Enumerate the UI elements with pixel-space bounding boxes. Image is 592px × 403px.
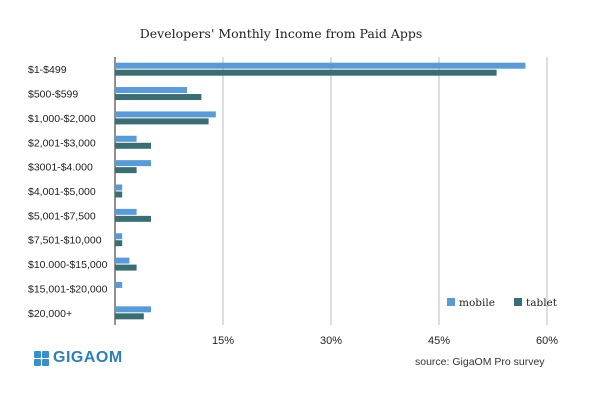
x-tick-label: 30% bbox=[320, 335, 342, 347]
bar-mobile bbox=[115, 111, 216, 118]
legend-swatch-tablet bbox=[514, 298, 522, 306]
legend: mobile tablet bbox=[447, 297, 558, 309]
category-label: $10.000-$15,000 bbox=[28, 259, 108, 271]
bar-tablet bbox=[115, 313, 144, 320]
bar-tablet bbox=[115, 215, 151, 222]
source-note: source: GigaOM Pro survey bbox=[415, 356, 545, 368]
bar-tablet bbox=[115, 69, 497, 76]
bar-tablet bbox=[115, 118, 209, 125]
category-label: $1-$499 bbox=[28, 64, 67, 76]
bar-mobile bbox=[115, 233, 123, 240]
bar-mobile bbox=[115, 306, 151, 313]
legend-swatch-mobile bbox=[447, 298, 455, 306]
bar-mobile bbox=[115, 257, 130, 264]
bar-mobile bbox=[115, 87, 187, 94]
bar-mobile bbox=[115, 135, 137, 142]
gridlines bbox=[114, 57, 548, 325]
bar-tablet bbox=[115, 191, 123, 198]
bar-tablet bbox=[115, 240, 123, 247]
bar-tablet bbox=[115, 264, 137, 271]
gigaom-logo: GIGAOM bbox=[34, 349, 123, 366]
category-label: $7,501-$10,000 bbox=[28, 235, 102, 247]
bar-mobile bbox=[115, 281, 123, 288]
gigaom-logo-icon bbox=[34, 350, 49, 366]
category-label: $3001-$4.000 bbox=[28, 162, 93, 174]
x-tick-label: 45% bbox=[428, 335, 450, 347]
category-label: $1,000-$2,000 bbox=[28, 113, 96, 125]
category-label: $2,001-$3,000 bbox=[28, 137, 96, 149]
bar-tablet bbox=[115, 167, 137, 174]
legend-label-mobile: mobile bbox=[459, 297, 495, 309]
bar-mobile bbox=[115, 184, 123, 191]
bar-mobile bbox=[115, 62, 526, 69]
bar-tablet bbox=[115, 94, 202, 101]
category-label: $15,001-$20,000 bbox=[28, 283, 108, 295]
bar-mobile bbox=[115, 208, 137, 215]
x-tick-label: 60% bbox=[536, 335, 558, 347]
category-label: $500-$599 bbox=[28, 89, 78, 101]
x-tick-label: 15% bbox=[212, 335, 234, 347]
bars bbox=[115, 62, 526, 320]
bar-mobile bbox=[115, 160, 151, 167]
category-label: $5,001-$7,500 bbox=[28, 210, 96, 222]
category-label: $20,000+ bbox=[28, 308, 72, 320]
legend-label-tablet: tablet bbox=[526, 297, 558, 309]
category-labels: $1-$499 $500-$599 $1,000-$2,000 $2,001-$3,0… bbox=[28, 64, 108, 320]
x-tick-labels: 15% 30% 45% 60% bbox=[212, 335, 558, 347]
chart-title: Developers' Monthly Income from Paid App… bbox=[140, 26, 423, 41]
bar-tablet bbox=[115, 142, 151, 149]
gigaom-logo-text: GIGAOM bbox=[53, 349, 123, 366]
category-label: $4,001-$5,000 bbox=[28, 186, 96, 198]
